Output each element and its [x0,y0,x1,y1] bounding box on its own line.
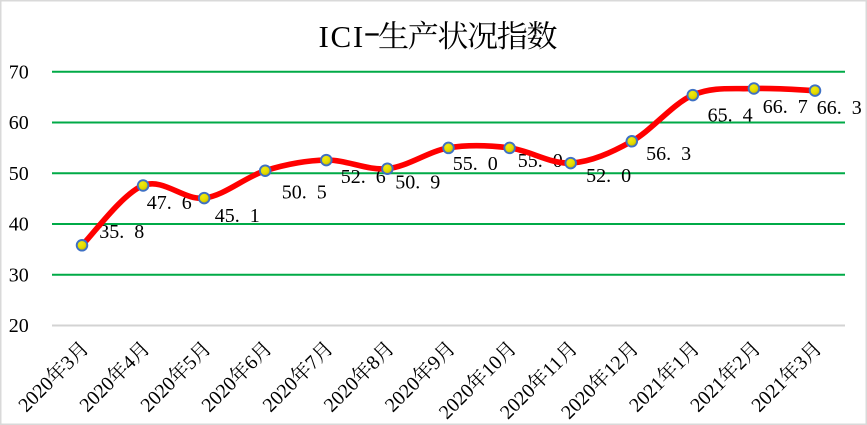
svg-text:30: 30 [9,264,29,286]
svg-text:66. 7: 66. 7 [763,96,808,118]
svg-text:50. 5: 50. 5 [282,181,327,203]
svg-text:66. 3: 66. 3 [817,97,862,119]
svg-text:52. 0: 52. 0 [586,165,631,187]
svg-text:45. 1: 45. 1 [215,205,260,227]
svg-text:56. 3: 56. 3 [646,143,691,165]
svg-text:70: 70 [9,61,29,83]
svg-text:52. 6: 52. 6 [341,166,386,188]
svg-text:50. 9: 50. 9 [395,172,440,194]
svg-text:55. 0: 55. 0 [453,153,498,175]
svg-text:40: 40 [9,214,29,236]
svg-text:20: 20 [9,315,29,337]
svg-text:50: 50 [9,163,29,185]
svg-text:65. 4: 65. 4 [708,104,753,126]
svg-text:60: 60 [9,112,29,134]
svg-text:35. 8: 35. 8 [99,221,144,243]
svg-text:ICI: ICI [319,19,365,54]
svg-text:47. 6: 47. 6 [147,192,192,214]
